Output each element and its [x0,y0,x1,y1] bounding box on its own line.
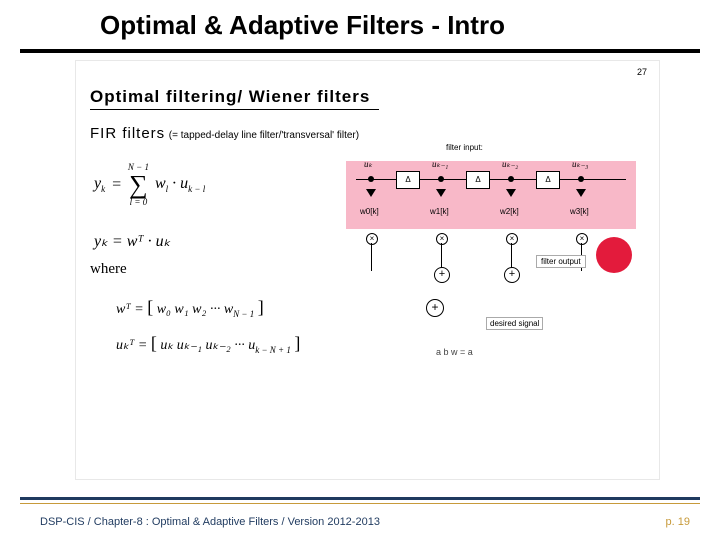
sum-node-icon: + [504,267,520,283]
filter-input-label: filter input: [446,143,483,152]
sigma-symbol: ∑ [129,172,148,198]
multiplier-icon: × [366,233,378,245]
tap-label: uₖ₋₁ [432,159,448,170]
equals: = [111,176,122,194]
content-area: 27 Optimal filtering/ Wiener filters FIR… [75,60,660,480]
bracket-close-icon: ] [258,297,264,317]
fir-main: FIR filters [90,125,165,142]
vector-w: wᵀ = [ w₀ w₁ w₂ ··· wN − 1 ] [116,297,264,319]
filter-output-label: filter output [536,255,586,268]
tap-label: uₖ₋₂ [502,159,518,170]
arrow-down-icon [436,189,446,197]
title-underline [20,49,700,53]
footer-text: DSP-CIS / Chapter-8 : Optimal & Adaptive… [40,516,380,528]
vector-u: uₖᵀ = [ uₖ uₖ₋₁ uₖ₋₂ ··· uk − N + 1 ] [116,333,300,355]
slide-inner: Optimal & Adaptive Filters - Intro 27 Op… [0,0,720,540]
slide-title: Optimal & Adaptive Filters - Intro [100,10,680,41]
inner-page-number: 27 [637,67,647,77]
wire [371,243,372,271]
multiplier-icon: × [506,233,518,245]
weight-label: w2[k] [500,207,519,216]
arrow-down-icon [506,189,516,197]
tapped-delay-box [346,161,636,229]
formula-vector: yₖ = wᵀ · uₖ [94,231,170,251]
fir-line: FIR filters (= tapped-delay line filter/… [90,125,359,142]
error-sum-icon: + [426,299,444,317]
where-label: where [90,261,127,278]
sum-term: wl · uk − l [155,175,205,194]
weight-label: w1[k] [430,207,449,216]
desired-signal-label: desired signal [486,317,543,330]
inner-heading: Optimal filtering/ Wiener filters [90,87,370,107]
weight-label: w3[k] [570,207,589,216]
slide-frame: Optimal & Adaptive Filters - Intro 27 Op… [0,0,720,540]
multiplier-icon: × [576,233,588,245]
bracket-close-icon: ] [294,333,300,353]
delay-box: Δ [466,171,490,189]
tap-label: uₖ₋₃ [572,159,588,170]
tap-label: uₖ [364,159,372,170]
arrow-down-icon [366,189,376,197]
fir-sub: (= tapped-delay line filter/'transversal… [169,130,359,141]
bracket-open-icon: [ [151,333,157,353]
multiplier-icon: × [436,233,448,245]
highlight-circle-icon [596,237,632,273]
title-bar: Optimal & Adaptive Filters - Intro [0,0,720,47]
node-icon [368,176,374,182]
arrow-down-icon [576,189,586,197]
delay-box: Δ [396,171,420,189]
node-icon [438,176,444,182]
footer-rule [20,497,700,500]
footer-page: p. 19 [666,516,690,528]
awb-text: a b w = a [436,347,473,357]
footer-rule-accent [20,503,700,504]
yk-lhs: yk [94,175,105,194]
node-icon [508,176,514,182]
bracket-open-icon: [ [147,297,153,317]
delay-box: Δ [536,171,560,189]
sum-node-icon: + [434,267,450,283]
sigma: N − 1 ∑ l = 0 [128,163,149,207]
filter-diagram: filter input: Δ Δ Δ uₖ uₖ₋₁ uₖ₋₂ uₖ₋₃ w0… [346,147,646,377]
inner-heading-underline [90,109,379,110]
formula-summation: yk = N − 1 ∑ l = 0 wl · uk − l [94,163,205,207]
weight-label: w0[k] [360,207,379,216]
node-icon [578,176,584,182]
